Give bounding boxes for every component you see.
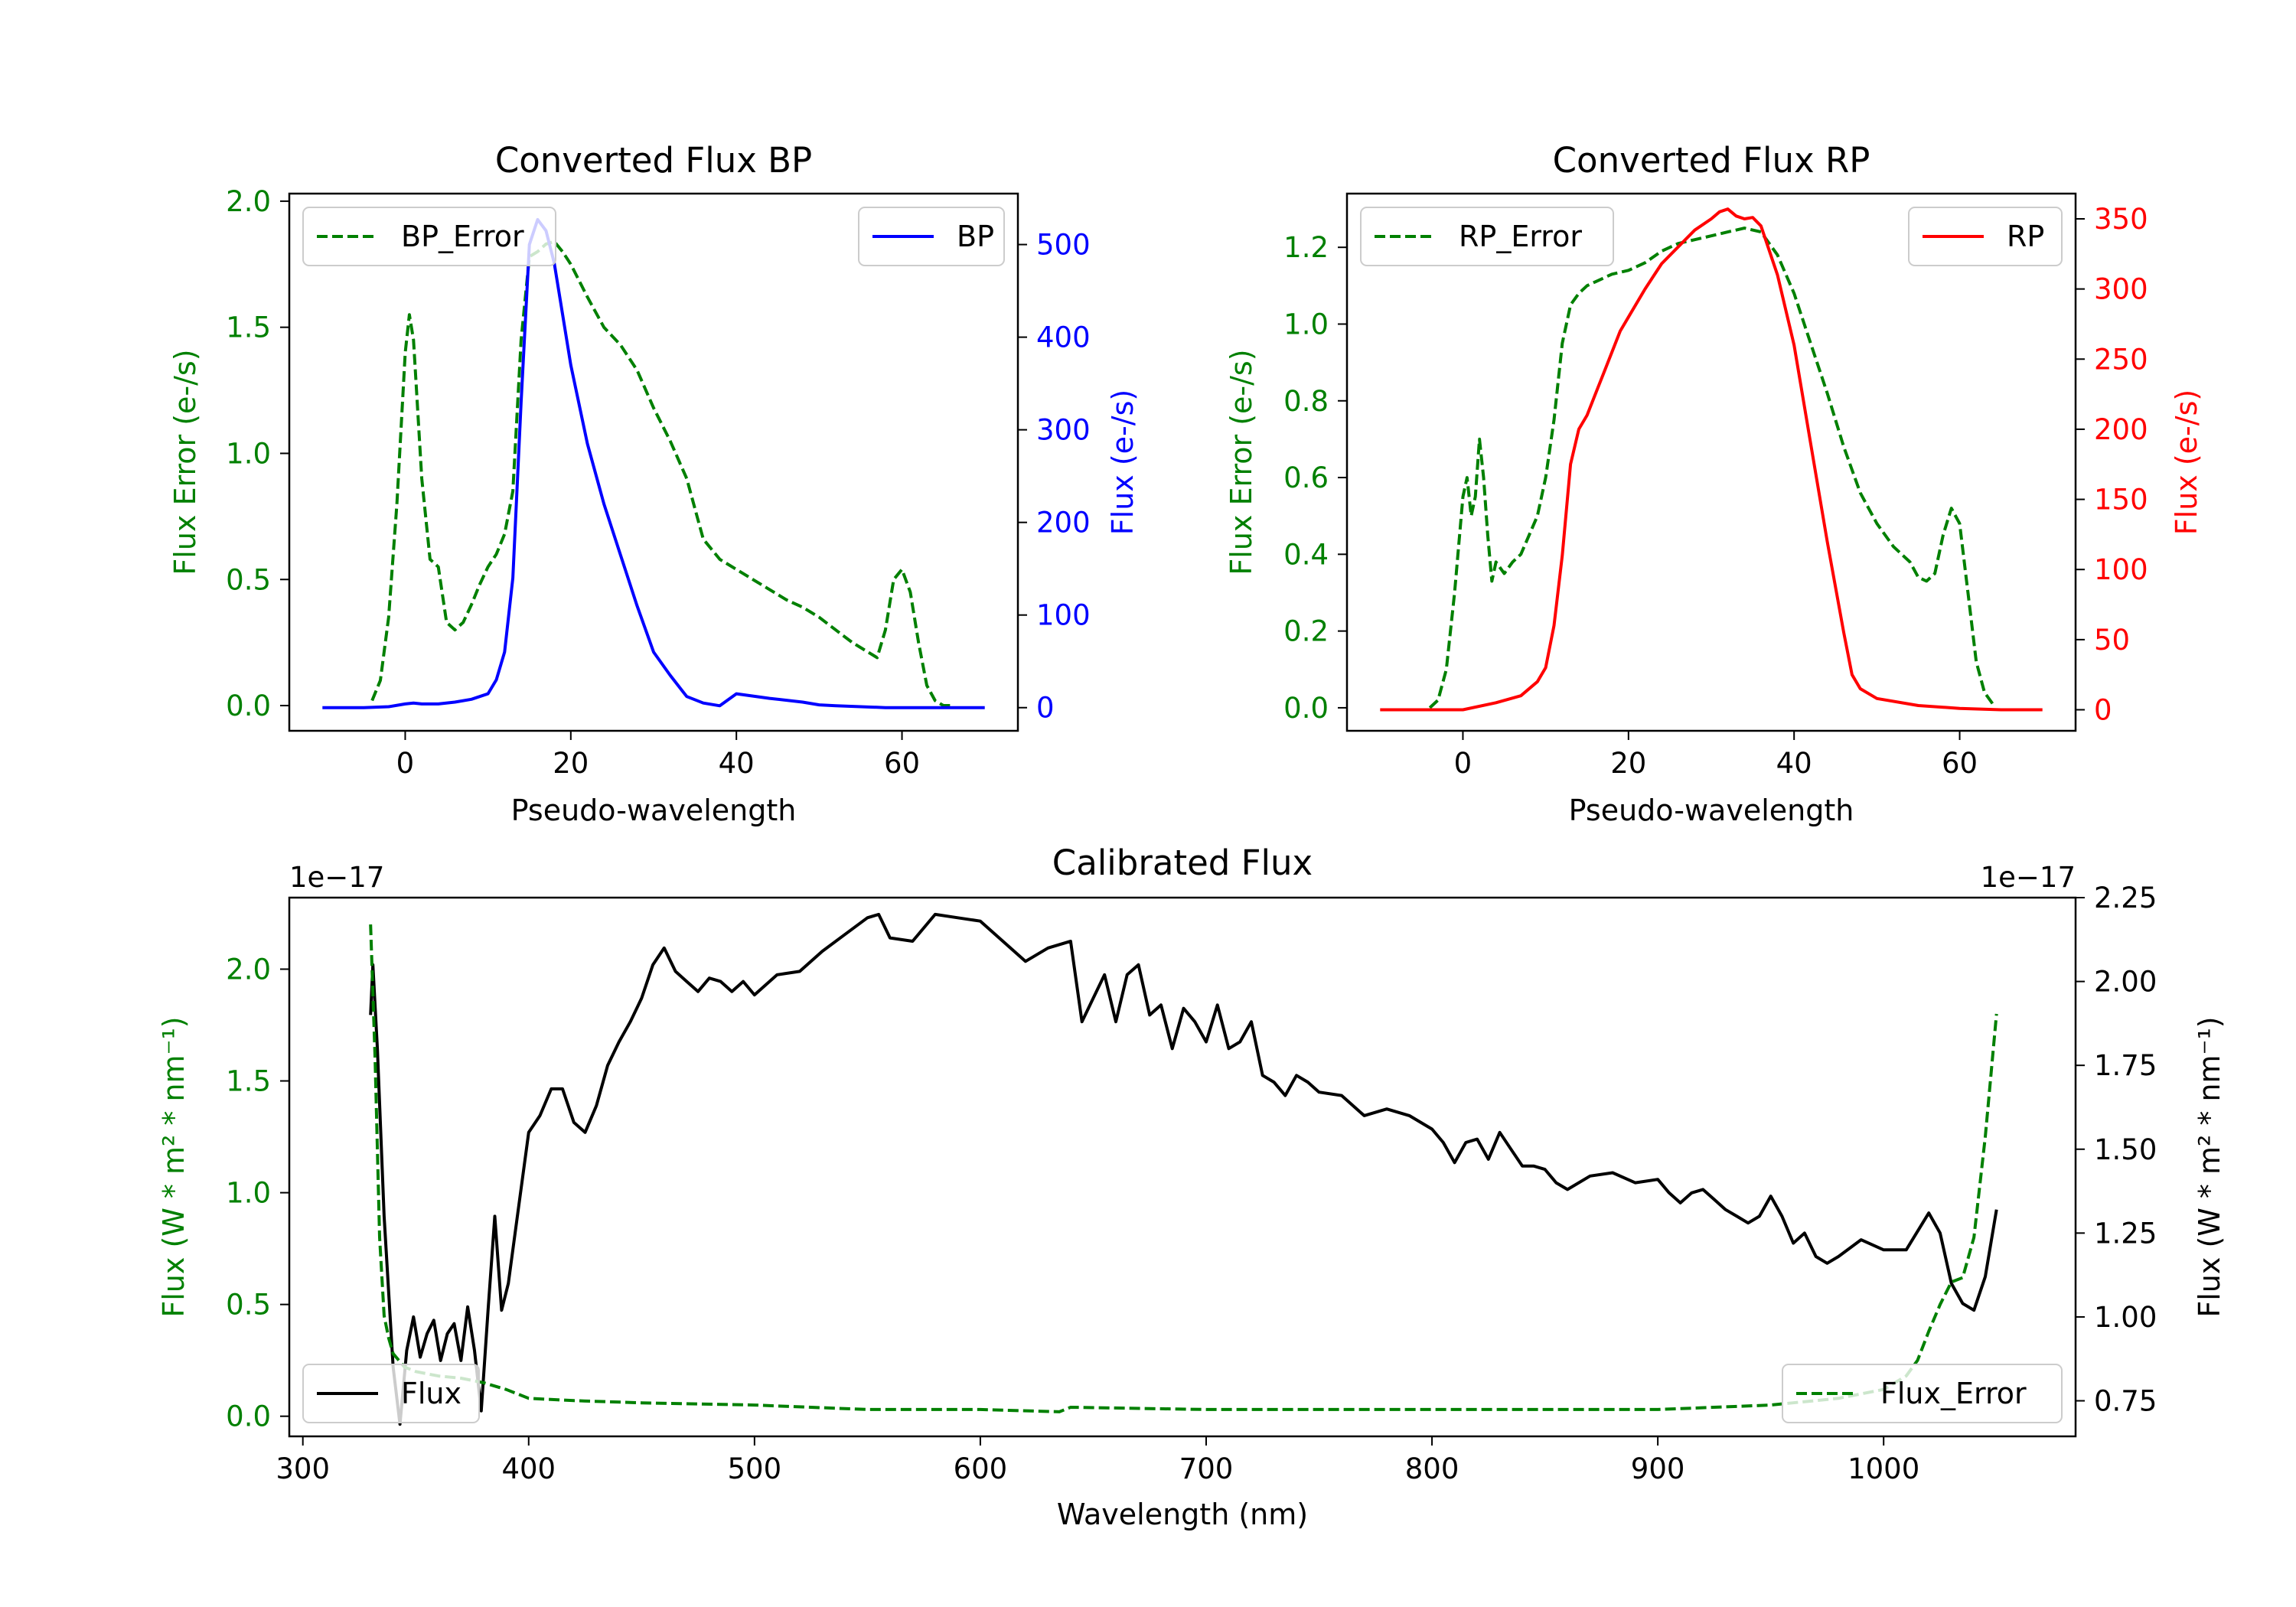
y-right-axis-label: Flux (W * m² * nm⁻¹)	[2193, 1016, 2226, 1317]
y-left-tick-label: 1.2	[1283, 231, 1329, 264]
y-right-tick-label: 2.25	[2094, 882, 2157, 914]
x-tick-label: 20	[1610, 747, 1646, 780]
x-axis-label: Wavelength (nm)	[1057, 1498, 1308, 1531]
y-right-tick-label: 350	[2094, 203, 2148, 236]
x-tick-label: 0	[396, 747, 415, 780]
x-axis-label: Pseudo-wavelength	[511, 794, 797, 827]
chart-title: Converted Flux BP	[495, 140, 812, 181]
legend-label: RP	[2007, 220, 2044, 253]
x-tick-label: 900	[1631, 1452, 1685, 1485]
x-tick-label: 600	[954, 1452, 1008, 1485]
y-left-tick-label: 0.0	[1283, 692, 1329, 725]
y-right-tick-label: 150	[2094, 484, 2148, 517]
chart-panel-2: 0 20 40 60 0.0 0.2 0.4 0.6 0.8 1.0 1.2 0 50 100 150 200…	[1225, 140, 2203, 827]
y-left-tick-label: 1.0	[226, 437, 271, 470]
y-left-tick-label: 0.0	[226, 1400, 271, 1433]
x-tick-label: 40	[1776, 747, 1812, 780]
y-right-tick-label: 400	[1036, 321, 1091, 354]
y-right-tick-label: 200	[2094, 413, 2148, 446]
plot-frame	[1345, 192, 2077, 732]
y-left-tick-label: 0.5	[226, 1289, 271, 1322]
legend-bp: BP	[858, 207, 1005, 266]
x-tick-label: 700	[1179, 1452, 1234, 1485]
legend-label: Flux_Error	[1880, 1377, 2027, 1410]
y-left-tick-label: 1.5	[226, 1065, 271, 1098]
chart-panel-3: 300 400 500 600 700 800 900 1000 0.0 0.5 1.0 1.5 2.0…	[157, 843, 2226, 1531]
plot-frame	[288, 896, 2077, 1438]
chart-title: Calibrated Flux	[1052, 843, 1313, 883]
y-left-axis-label: Flux Error (e-/s)	[168, 349, 202, 575]
y-left-tick-label: 2.0	[226, 953, 271, 986]
legend-rp: RP	[1908, 207, 2063, 266]
y-right-tick-label: 100	[1036, 599, 1091, 632]
y-right-tick-label: 100	[2094, 553, 2148, 586]
x-tick-label: 40	[719, 747, 755, 780]
x-tick-label: 0	[1454, 747, 1473, 780]
series-bp-error-line	[370, 240, 952, 707]
y-right-axis-label: Flux (e-/s)	[2170, 390, 2203, 535]
x-axis-label: Pseudo-wavelength	[1569, 794, 1854, 827]
legend-label: RP_Error	[1459, 220, 1582, 253]
legend-label: BP	[957, 220, 994, 253]
y-right-tick-label: 300	[1036, 414, 1091, 447]
series-flux-error-line	[369, 924, 1998, 1413]
series-flux-line	[369, 912, 1998, 1426]
y-left-tick-label: 0.2	[1283, 615, 1329, 648]
y-left-tick-label: 0.0	[226, 689, 271, 722]
y-left-tick-label: 1.0	[226, 1177, 271, 1210]
y-right-tick-label: 300	[2094, 273, 2148, 306]
series-bp-line	[322, 217, 985, 709]
x-tick-label: 300	[276, 1452, 330, 1485]
legend-box	[302, 207, 556, 266]
y-right-tick-label: 50	[2094, 624, 2130, 657]
legend-flux: Flux	[302, 1364, 480, 1423]
legend-box	[302, 1364, 480, 1423]
y-right-axis-label: Flux (e-/s)	[1106, 390, 1140, 535]
legend-label: Flux	[401, 1377, 461, 1410]
y-right-offset-text: 1e−17	[1981, 861, 2076, 894]
y-left-tick-label: 0.5	[226, 563, 271, 596]
y-left-axis-label: Flux (W * m² * nm⁻¹)	[157, 1016, 191, 1317]
legend-box	[1360, 207, 1614, 266]
series-rp-error-line	[1428, 227, 1994, 709]
y-left-axis-label: Flux Error (e-/s)	[1225, 349, 1258, 575]
y-left-tick-label: 1.5	[226, 311, 271, 344]
x-tick-label: 60	[884, 747, 920, 780]
y-right-tick-label: 1.25	[2094, 1217, 2157, 1250]
plot-frame	[288, 192, 1019, 732]
x-tick-label: 20	[553, 747, 589, 780]
x-tick-label: 400	[501, 1452, 556, 1485]
y-right-tick-label: 1.75	[2094, 1049, 2157, 1082]
y-right-tick-label: 200	[1036, 507, 1091, 539]
y-right-tick-label: 0.75	[2094, 1385, 2157, 1418]
legend-rp-error: RP_Error	[1360, 207, 1614, 266]
y-right-tick-label: 0	[1036, 692, 1055, 725]
legend-box	[1908, 207, 2063, 266]
chart-title: Converted Flux RP	[1553, 140, 1870, 181]
y-right-tick-label: 1.50	[2094, 1133, 2157, 1166]
x-tick-label: 1000	[1848, 1452, 1919, 1485]
y-left-tick-label: 1.0	[1283, 308, 1329, 341]
legend-bp-error: BP_Error	[302, 207, 556, 266]
y-left-tick-label: 0.4	[1283, 538, 1329, 571]
chart-panel-1: 0 20 40 60 0.0 0.5 1.0 1.5 2.0 0 100 200 300 400 500 Co…	[168, 140, 1140, 827]
legend-flux-error: Flux_Error	[1782, 1364, 2063, 1423]
y-left-tick-label: 0.8	[1283, 385, 1329, 418]
series-rp-line	[1380, 207, 2043, 712]
legend-box	[1782, 1364, 2063, 1423]
y-right-tick-label: 1.00	[2094, 1301, 2157, 1334]
x-tick-label: 60	[1942, 747, 1978, 780]
y-right-tick-label: 0	[2094, 694, 2112, 727]
x-tick-label: 500	[728, 1452, 782, 1485]
legend-label: BP_Error	[401, 220, 524, 253]
y-right-tick-label: 500	[1036, 229, 1091, 262]
y-right-tick-label: 250	[2094, 343, 2148, 376]
y-right-tick-label: 2.00	[2094, 966, 2157, 999]
x-tick-label: 800	[1405, 1452, 1459, 1485]
y-left-tick-label: 0.6	[1283, 461, 1329, 494]
y-left-tick-label: 2.0	[226, 185, 271, 218]
y-left-offset-text: 1e−17	[289, 861, 384, 894]
